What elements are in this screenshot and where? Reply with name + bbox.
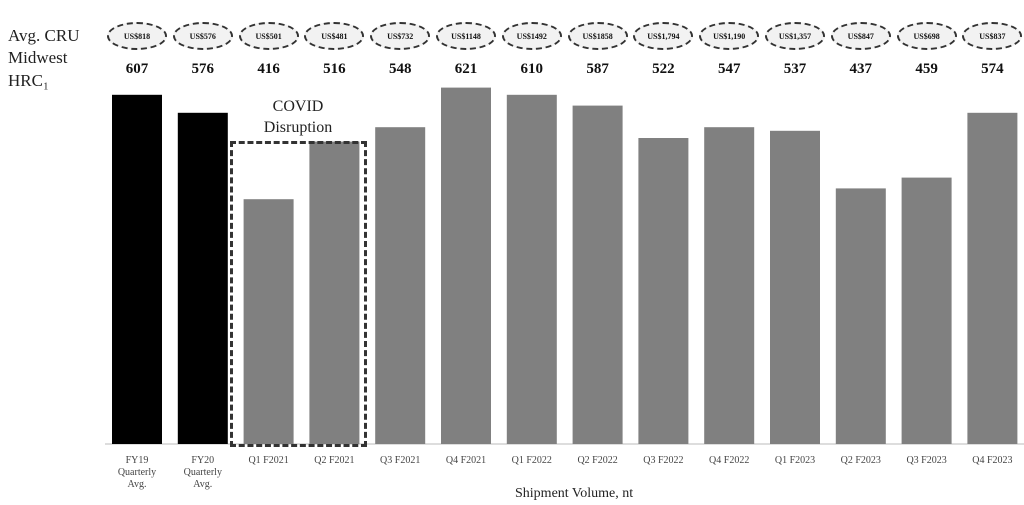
x-tick-line: Q4 F2022 bbox=[709, 455, 750, 466]
bar-value-label: 610 bbox=[520, 61, 544, 77]
bar-value-label: 587 bbox=[586, 61, 609, 77]
x-tick-line: Q1 F2023 bbox=[774, 455, 816, 466]
x-tick-line: Q4 F2021 bbox=[445, 455, 487, 466]
x-tick-line: Avg. bbox=[193, 479, 213, 490]
bar bbox=[835, 188, 886, 444]
bar bbox=[243, 199, 294, 444]
x-tick-label: Q1 F2023 bbox=[762, 455, 828, 467]
x-tick-label: Q4 F2022 bbox=[696, 455, 762, 467]
bar-value-label: 621 bbox=[454, 61, 478, 77]
x-tick-line: Q1 F2022 bbox=[511, 455, 552, 466]
covid-disruption-box bbox=[230, 141, 367, 447]
bar-value-label: 459 bbox=[915, 61, 938, 77]
bar bbox=[177, 112, 228, 445]
covid-annotation: COVID Disruption bbox=[248, 96, 348, 138]
covid-annotation-line2: Disruption bbox=[263, 119, 333, 136]
bar-value-label: 537 bbox=[783, 61, 807, 77]
x-axis-title: Shipment Volume, nt bbox=[515, 486, 634, 501]
x-tick-label: Q1 F2021 bbox=[236, 455, 302, 467]
price-oval: US$501 bbox=[238, 22, 299, 50]
bar bbox=[112, 94, 162, 445]
x-tick-label: Q3 F2022 bbox=[630, 455, 696, 467]
x-tick-label: Q4 F2023 bbox=[959, 455, 1024, 467]
price-oval: US$576 bbox=[172, 22, 233, 50]
price-oval: US$1,190 bbox=[699, 22, 760, 50]
bar bbox=[901, 177, 952, 444]
x-tick-line: Quarterly bbox=[183, 467, 222, 478]
x-tick-label: Q2 F2022 bbox=[565, 455, 631, 467]
bar-value-label: 574 bbox=[981, 61, 1004, 77]
bar-value-label: 437 bbox=[849, 61, 873, 77]
price-oval: US$847 bbox=[830, 22, 891, 50]
price-oval: US$1492 bbox=[501, 22, 562, 50]
x-tick-label: FY20 Quarterly Avg. bbox=[170, 455, 236, 491]
bar-value-label: 516 bbox=[323, 61, 346, 77]
x-tick-label: FY19 Quarterly Avg. bbox=[104, 455, 170, 491]
x-tick-label: Q1 F2022 bbox=[499, 455, 565, 467]
x-tick-line: Q1 F2021 bbox=[248, 455, 289, 466]
bar bbox=[441, 87, 491, 444]
x-tick-label: Q3 F2023 bbox=[894, 455, 960, 467]
x-tick-label: Q3 F2021 bbox=[367, 455, 433, 467]
price-oval: US$698 bbox=[896, 22, 957, 50]
row-label-hrc: HRC₁ bbox=[8, 71, 49, 90]
row-label-avg-cru: Avg. CRU bbox=[8, 26, 80, 45]
price-oval: US$1858 bbox=[567, 22, 628, 50]
row-label-midwest: Midwest bbox=[8, 48, 68, 67]
x-tick-line: Quarterly bbox=[117, 467, 157, 478]
bar-value-label: 547 bbox=[717, 61, 741, 77]
x-tick-line: Q2 F2022 bbox=[577, 455, 618, 466]
x-tick-line: FY19 bbox=[125, 455, 149, 466]
bar bbox=[967, 112, 1018, 445]
price-oval: US$481 bbox=[304, 22, 365, 50]
bar bbox=[506, 94, 557, 445]
x-tick-label: Q2 F2021 bbox=[301, 455, 367, 467]
x-tick-line: Q2 F2023 bbox=[840, 455, 881, 466]
price-oval: US$1,357 bbox=[765, 22, 825, 50]
bar bbox=[704, 127, 755, 444]
x-tick-label: Q2 F2023 bbox=[828, 455, 894, 467]
price-oval: US$732 bbox=[370, 22, 431, 50]
price-oval: US$837 bbox=[962, 22, 1023, 50]
bar-value-label: 548 bbox=[388, 61, 412, 77]
x-tick-line: Q3 F2021 bbox=[380, 455, 421, 466]
bar-value-label: 576 bbox=[191, 61, 215, 77]
x-tick-line: Avg. bbox=[127, 479, 147, 490]
bar bbox=[770, 130, 820, 445]
x-tick-line: FY20 bbox=[191, 455, 215, 466]
bar bbox=[638, 138, 689, 444]
bar bbox=[375, 127, 426, 444]
covid-annotation-line1: COVID bbox=[272, 98, 324, 115]
bar-value-label: 416 bbox=[257, 61, 280, 77]
bar-value-label: 607 bbox=[125, 61, 149, 77]
x-tick-label: Q4 F2021 bbox=[433, 455, 499, 467]
bar bbox=[572, 105, 623, 444]
x-tick-line: Q3 F2022 bbox=[643, 455, 684, 466]
price-oval: US$818 bbox=[107, 22, 167, 50]
x-tick-line: Q2 F2021 bbox=[314, 455, 355, 466]
bar bbox=[309, 141, 360, 444]
x-tick-line: Q4 F2023 bbox=[972, 455, 1013, 466]
x-tick-line: Q3 F2023 bbox=[906, 455, 947, 466]
price-oval: US$1,794 bbox=[633, 22, 694, 50]
bar-value-label: 522 bbox=[652, 61, 675, 77]
price-oval: US$1148 bbox=[436, 22, 496, 50]
